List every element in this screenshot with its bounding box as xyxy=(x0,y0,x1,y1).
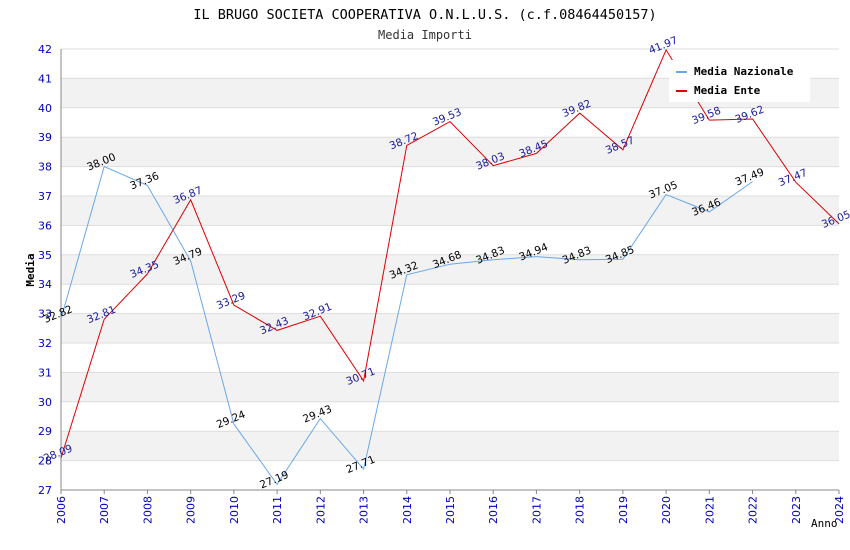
y-tick-label: 36 xyxy=(38,219,52,232)
data-label-nazionale: 37.49 xyxy=(734,166,766,188)
band-28 xyxy=(61,431,839,461)
legend-label-ente: Media Ente xyxy=(694,84,761,97)
x-tick-label: 2014 xyxy=(401,496,414,524)
legend-label-nazionale: Media Nazionale xyxy=(694,65,794,78)
x-axis-label: Anno xyxy=(811,517,838,530)
y-tick-label: 27 xyxy=(38,484,52,497)
x-tick-labels: 2006 2007 2008 2009 2010 2011 2012 2013 2014 2015… xyxy=(55,490,846,524)
band-34 xyxy=(61,254,839,285)
x-tick-label: 2012 xyxy=(314,496,327,524)
plot-background-bands xyxy=(61,78,839,461)
x-tick-label: 2020 xyxy=(660,496,673,524)
y-tick-label: 40 xyxy=(38,102,52,115)
y-tick-label: 34 xyxy=(38,278,52,291)
x-tick-label: 2011 xyxy=(271,496,284,524)
y-tick-label: 29 xyxy=(38,425,52,438)
y-tick-label: 33 xyxy=(38,308,52,321)
x-tick-label: 2010 xyxy=(228,496,241,524)
x-tick-label: 2018 xyxy=(574,496,587,524)
x-tick-label: 2021 xyxy=(703,496,716,524)
series-line-nazionale xyxy=(60,165,753,486)
legend: Media Nazionale Media Ente xyxy=(669,60,810,102)
band-30 xyxy=(61,372,839,402)
y-tick-label: 37 xyxy=(38,190,52,203)
x-tick-label: 2016 xyxy=(487,496,500,524)
chart-subtitle: Media Importi xyxy=(378,28,472,42)
y-tick-label: 32 xyxy=(38,337,52,350)
x-tick-label: 2013 xyxy=(358,496,371,524)
y-axis-label: Media xyxy=(24,253,37,286)
band-38 xyxy=(61,137,839,167)
series-lines xyxy=(60,48,840,486)
y-tick-label: 42 xyxy=(38,43,52,56)
data-label-ente: 39.53 xyxy=(431,106,463,128)
y-tick-label: 35 xyxy=(38,249,52,262)
x-tick-label: 2007 xyxy=(98,496,111,524)
y-tick-label: 30 xyxy=(38,396,52,409)
x-tick-label: 2006 xyxy=(55,496,68,524)
x-tick-label: 2008 xyxy=(141,496,154,524)
y-tick-label: 31 xyxy=(38,366,52,379)
y-tick-label: 38 xyxy=(38,161,52,174)
legend-box xyxy=(669,60,810,102)
y-tick-label: 41 xyxy=(38,72,52,85)
y-tick-labels: 27 28 29 30 31 32 33 34 35 36 37 38 39 40 41 42 xyxy=(38,43,52,497)
band-32 xyxy=(61,313,839,343)
data-label-ente: 37.47 xyxy=(777,167,809,189)
x-tick-label: 2022 xyxy=(747,496,760,524)
y-tick-label: 39 xyxy=(38,131,52,144)
y-tick-label: 28 xyxy=(38,455,52,468)
data-label-nazionale: 37.36 xyxy=(128,170,161,193)
x-tick-label: 2019 xyxy=(617,496,630,524)
data-label-ente: 28.09 xyxy=(42,443,74,465)
data-label-nazionale: 29.24 xyxy=(215,409,248,432)
x-tick-label: 2023 xyxy=(790,496,803,524)
data-label-ente: 41.97 xyxy=(647,34,679,56)
x-tick-label: 2024 xyxy=(833,496,846,524)
chart-title: IL BRUGO SOCIETA COOPERATIVA O.N.L.U.S. … xyxy=(193,7,656,23)
x-tick-label: 2009 xyxy=(185,496,198,524)
data-label-ente: 33.29 xyxy=(215,290,247,312)
x-tick-label: 2017 xyxy=(530,496,543,524)
series-line-ente xyxy=(60,48,840,459)
x-tick-label: 2015 xyxy=(444,496,457,524)
data-label-nazionale: 27.19 xyxy=(258,469,290,491)
